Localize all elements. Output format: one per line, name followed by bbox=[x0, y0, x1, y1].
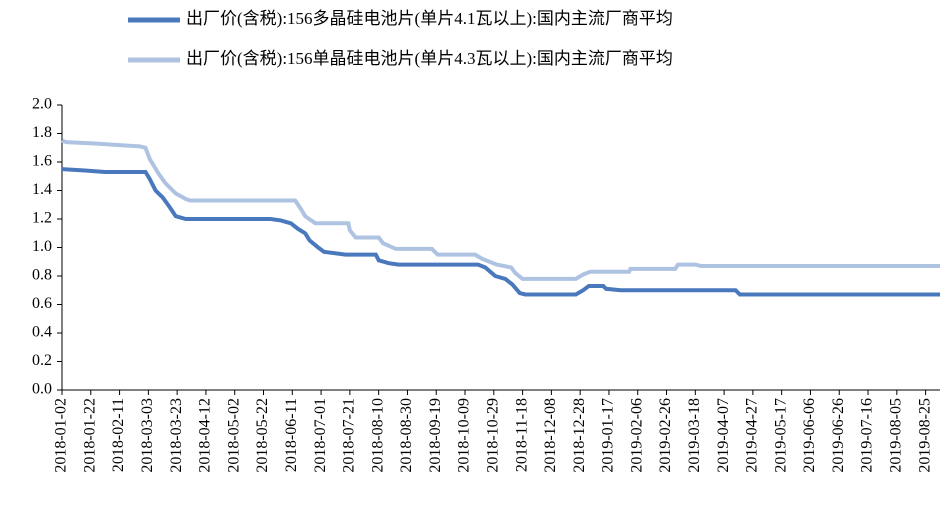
x-tick-label: 2019-06-06 bbox=[801, 398, 818, 473]
x-tick-label: 2019-06-26 bbox=[830, 398, 847, 473]
x-tick-label: 2019-05-17 bbox=[772, 398, 789, 473]
x-tick-label: 2018-01-02 bbox=[53, 398, 70, 473]
x-tick-label: 2018-07-01 bbox=[312, 398, 329, 473]
series-line bbox=[61, 138, 940, 281]
x-tick-label: 2019-08-05 bbox=[887, 398, 904, 473]
legend-label: 出厂价(含税):156多晶硅电池片(单片4.1瓦以上):国内主流厂商平均 bbox=[186, 9, 673, 28]
y-tick-label: 0.8 bbox=[32, 267, 52, 284]
y-tick-label: 0.2 bbox=[32, 352, 52, 369]
y-tick-label: 1.0 bbox=[32, 238, 52, 255]
x-tick-label: 2019-02-06 bbox=[628, 398, 645, 473]
y-tick-label: 0.0 bbox=[32, 381, 52, 398]
y-tick-label: 0.4 bbox=[32, 324, 52, 341]
x-tick-label: 2018-12-28 bbox=[571, 398, 588, 473]
x-tick-label: 2018-07-21 bbox=[341, 398, 358, 473]
x-tick-label: 2018-03-03 bbox=[139, 398, 156, 473]
x-tick-label: 2018-05-02 bbox=[225, 398, 242, 473]
x-tick-label: 2019-02-26 bbox=[657, 398, 674, 473]
y-tick-label: 2.0 bbox=[32, 96, 52, 113]
x-tick-label: 2018-02-11 bbox=[110, 398, 127, 472]
x-tick-label: 2018-12-08 bbox=[542, 398, 559, 473]
x-tick-label: 2019-04-07 bbox=[715, 398, 732, 473]
x-tick-label: 2018-10-09 bbox=[456, 398, 473, 473]
y-tick-label: 1.4 bbox=[32, 181, 52, 198]
y-tick-label: 0.6 bbox=[32, 295, 52, 312]
x-tick-label: 2018-08-10 bbox=[369, 398, 386, 473]
x-tick-label: 2019-08-25 bbox=[916, 398, 933, 473]
x-tick-label: 2018-05-22 bbox=[254, 398, 271, 473]
x-tick-label: 2018-01-22 bbox=[81, 398, 98, 473]
x-tick-label: 2019-03-18 bbox=[686, 398, 703, 473]
series-line bbox=[61, 167, 940, 297]
x-tick-label: 2018-10-29 bbox=[484, 398, 501, 473]
y-tick-label: 1.2 bbox=[32, 210, 52, 227]
x-tick-label: 2018-08-30 bbox=[398, 398, 415, 473]
legend-label: 出厂价(含税):156单晶硅电池片(单片4.3瓦以上):国内主流厂商平均 bbox=[186, 49, 673, 68]
x-tick-label: 2019-04-27 bbox=[744, 398, 761, 473]
y-tick-label: 1.8 bbox=[32, 124, 52, 141]
x-tick-label: 2019-01-17 bbox=[600, 398, 617, 473]
x-tick-label: 2019-07-16 bbox=[859, 398, 876, 473]
x-tick-label: 2018-09-19 bbox=[427, 398, 444, 473]
y-tick-label: 1.6 bbox=[32, 153, 52, 170]
x-tick-label: 2018-11-18 bbox=[513, 398, 530, 472]
x-tick-label: 2018-04-12 bbox=[197, 398, 214, 473]
x-tick-label: 2018-03-23 bbox=[168, 398, 185, 473]
x-tick-label: 2018-06-11 bbox=[283, 398, 300, 472]
